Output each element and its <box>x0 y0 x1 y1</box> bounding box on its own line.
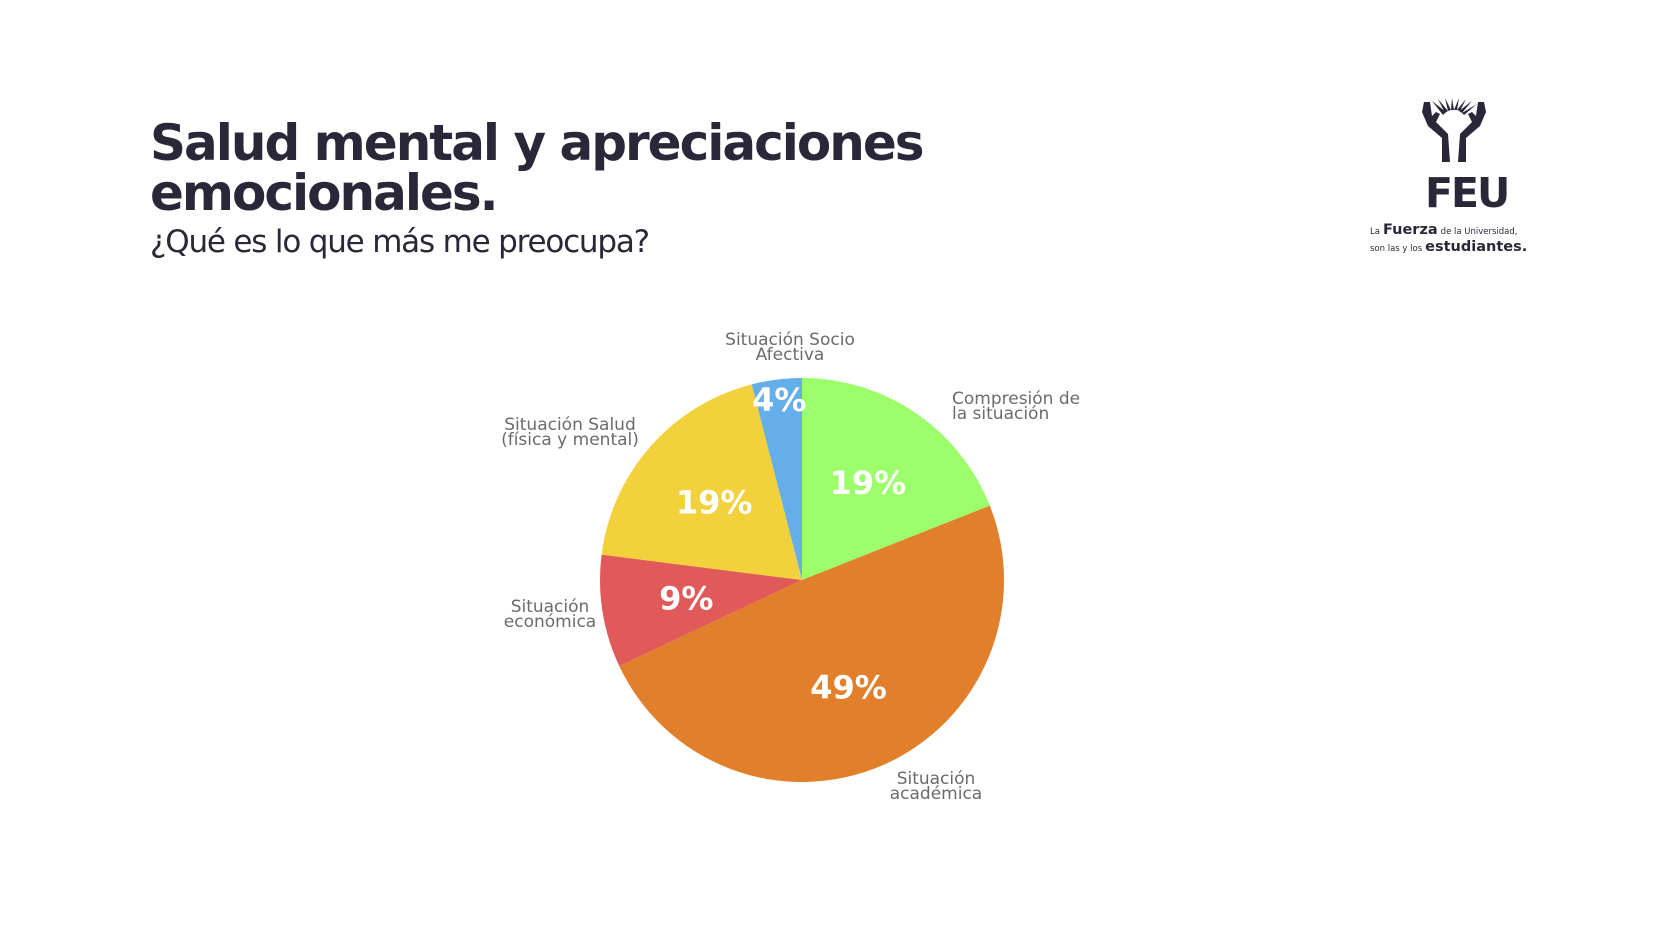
tag-la: La <box>1370 227 1380 237</box>
category-label-line: la situación <box>952 404 1049 424</box>
hands-book-icon <box>1422 98 1486 162</box>
slice-value-label: 9% <box>659 579 713 617</box>
page-title: Salud mental y apreciaciones emocionales… <box>150 118 1050 218</box>
title-line-2: emocionales. <box>150 164 499 222</box>
feu-logo: FEU La Fuerza de la Universidad, son las… <box>1370 98 1560 258</box>
slice-category-label: Situación académica <box>890 769 982 804</box>
slice-category-label: Situación Salud (física y mental) <box>501 415 639 450</box>
pie-slice <box>601 384 802 580</box>
tag-son: son las y los <box>1370 244 1423 254</box>
category-label-line: Afectiva <box>756 345 825 365</box>
category-label-line: Situación <box>897 769 976 789</box>
slice-value-label: 49% <box>810 669 887 707</box>
category-label-line: (física y mental) <box>501 430 639 450</box>
slice-value-label: 4% <box>752 381 806 419</box>
pie-slice <box>619 505 1005 783</box>
category-label-line: Situación <box>511 597 590 617</box>
category-label-line: académica <box>890 784 982 804</box>
category-label-line: económica <box>504 612 596 632</box>
category-label-line: Situación Socio <box>725 330 855 350</box>
tag-fuerza: Fuerza <box>1382 222 1438 238</box>
logo-wordmark: FEU <box>1425 169 1510 217</box>
pie-slice <box>600 554 802 667</box>
slice-category-label: Compresión de la situación <box>952 389 1080 424</box>
logo-tagline: La Fuerza de la Universidad, son las y l… <box>1370 222 1560 256</box>
title-line-1: Salud mental y apreciaciones <box>150 114 924 172</box>
pie-slice <box>751 378 802 580</box>
pie-slice <box>802 377 990 580</box>
category-label-line: Compresión de <box>952 389 1080 409</box>
category-label-line: Situación Salud <box>504 415 636 435</box>
tag-estudiantes: estudiantes. <box>1425 239 1528 255</box>
page-subtitle: ¿Qué es lo que más me preocupa? <box>150 224 650 260</box>
title-block: Salud mental y apreciaciones emocionales… <box>150 118 1050 262</box>
slice-value-label: 19% <box>676 484 753 522</box>
slice-value-label: 19% <box>830 464 907 502</box>
slice-category-label: Situación económica <box>504 597 596 632</box>
slice-category-label: Situación Socio Afectiva <box>725 330 855 365</box>
tag-de-la: de la Universidad, <box>1440 227 1518 237</box>
